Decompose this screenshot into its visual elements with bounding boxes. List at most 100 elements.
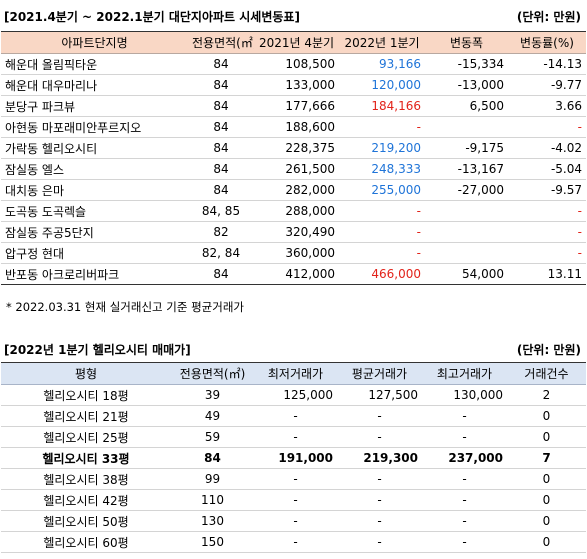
trade-count-cell: 2 xyxy=(507,384,586,406)
change-rate-cell: - xyxy=(508,116,586,138)
area-cell: 130 xyxy=(171,510,254,532)
area-cell: 39 xyxy=(171,384,254,406)
pyeong-cell: 헬리오시티 60평 xyxy=(1,531,171,553)
min-price-cell: - xyxy=(254,489,337,511)
q1-price-cell: 248,333 xyxy=(339,158,425,180)
avg-price-cell: - xyxy=(337,405,422,427)
header-area: 전용면적(㎡) xyxy=(188,31,254,54)
apartment-cell: 잠실동 주공5단지 xyxy=(1,221,188,243)
trade-count-cell: 0 xyxy=(507,510,586,532)
min-price-cell: - xyxy=(254,426,337,448)
area-cell: 84 xyxy=(188,53,254,75)
table-row: 아현동 마포래미안푸르지오 84 188,600- - xyxy=(1,116,586,138)
q4-price-cell: 412,000 xyxy=(254,263,339,285)
change-cell xyxy=(425,242,508,264)
area-cell: 84 xyxy=(188,158,254,180)
header-max-price: 최고거래가 xyxy=(422,362,507,385)
header-change-rate: 변동률(%) xyxy=(508,31,586,54)
header-min-price: 최저거래가 xyxy=(254,362,337,385)
change-cell: -9,175 xyxy=(425,137,508,159)
change-rate-cell: -14.13 xyxy=(508,53,586,75)
area-cell: 84 xyxy=(188,137,254,159)
change-rate-cell: -4.02 xyxy=(508,137,586,159)
q1-price-cell: 120,000 xyxy=(339,74,425,96)
table-row: 도곡동 도곡렉슬 84, 85 288,000- - xyxy=(1,200,586,222)
header-area: 전용면적(㎡) xyxy=(171,362,254,385)
table-row: 헬리오시티 60평 150- - -0 xyxy=(1,531,586,553)
table-row: 헬리오시티 25평 59- - -0 xyxy=(1,426,586,448)
table-row: 헬리오시티 18평 39 125,000 127,500 130,000 2 xyxy=(1,384,586,406)
max-price-cell: - xyxy=(422,531,507,553)
table-row: 헬리오시티 38평 99- - -0 xyxy=(1,468,586,490)
change-rate-cell: 13.11 xyxy=(508,263,586,285)
area-cell: 84 xyxy=(188,179,254,201)
change-rate-cell: -9.77 xyxy=(508,74,586,96)
area-cell: 99 xyxy=(171,468,254,490)
q1-price-cell: 184,166 xyxy=(339,95,425,117)
area-cell: 84 xyxy=(188,74,254,96)
area-cell: 84 xyxy=(171,447,254,469)
table-row: 헬리오시티 42평 110- - -0 xyxy=(1,489,586,511)
price-change-table: 아파트단지명 전용면적(㎡) 2021년 4분기 2022년 1분기 변동폭 변… xyxy=(1,31,586,285)
table-row: 압구정 현대 82, 84 360,000- - xyxy=(1,242,586,264)
max-price-cell: - xyxy=(422,468,507,490)
avg-price-cell: - xyxy=(337,531,422,553)
section2-title: [2022년 1분기 헬리오시티 매매가] xyxy=(4,343,191,357)
change-rate-cell: -5.04 xyxy=(508,158,586,180)
change-rate-cell: - xyxy=(508,221,586,243)
avg-price-cell: - xyxy=(337,468,422,490)
min-price-cell: - xyxy=(254,531,337,553)
section2-unit: (단위: 만원) xyxy=(516,343,581,357)
avg-price-cell: 219,300 xyxy=(337,447,422,469)
table-row: 대치동 은마 84 282,000 255,000 -27,000 -9.57 xyxy=(1,179,586,201)
header-change: 변동폭 xyxy=(425,31,508,54)
pyeong-cell: 헬리오시티 25평 xyxy=(1,426,171,448)
avg-price-cell: - xyxy=(337,510,422,532)
q4-price-cell: 282,000 xyxy=(254,179,339,201)
q4-price-cell: 320,490 xyxy=(254,221,339,243)
section1-unit: (단위: 만원) xyxy=(516,10,581,24)
header-pyeong: 평형 xyxy=(1,362,171,385)
area-cell: 84 xyxy=(188,116,254,138)
change-rate-cell: -9.57 xyxy=(508,179,586,201)
pyeong-cell: 헬리오시티 18평 xyxy=(1,384,171,406)
change-cell xyxy=(425,200,508,222)
pyeong-cell: 헬리오시티 42평 xyxy=(1,489,171,511)
q1-price-cell: - xyxy=(339,116,425,138)
max-price-cell: 237,000 xyxy=(422,447,507,469)
area-cell: 84 xyxy=(188,95,254,117)
avg-price-cell: - xyxy=(337,489,422,511)
q4-price-cell: 288,000 xyxy=(254,200,339,222)
pyeong-cell: 헬리오시티 33평 xyxy=(1,447,171,469)
min-price-cell: - xyxy=(254,510,337,532)
change-cell: 54,000 xyxy=(425,263,508,285)
q1-price-cell: 93,166 xyxy=(339,53,425,75)
q1-price-cell: - xyxy=(339,200,425,222)
avg-price-cell: - xyxy=(337,426,422,448)
table-row: 헬리오시티 50평 130- - -0 xyxy=(1,510,586,532)
q4-price-cell: 108,500 xyxy=(254,53,339,75)
apartment-cell: 압구정 현대 xyxy=(1,242,188,264)
trade-count-cell: 0 xyxy=(507,405,586,427)
table-row: 잠실동 엘스 84 261,500 248,333 -13,167 -5.04 xyxy=(1,158,586,180)
change-cell: -27,000 xyxy=(425,179,508,201)
q1-price-cell: 219,200 xyxy=(339,137,425,159)
change-rate-cell: 3.66 xyxy=(508,95,586,117)
trade-count-cell: 7 xyxy=(507,447,586,469)
min-price-cell: - xyxy=(254,468,337,490)
area-cell: 82 xyxy=(188,221,254,243)
table-row: 헬리오시티 33평 84 191,000 219,300 237,000 7 xyxy=(1,447,586,469)
header-2022q1: 2022년 1분기 xyxy=(339,31,425,54)
q1-price-cell: 466,000 xyxy=(339,263,425,285)
trade-count-cell: 0 xyxy=(507,468,586,490)
q4-price-cell: 228,375 xyxy=(254,137,339,159)
min-price-cell: 125,000 xyxy=(254,384,337,406)
table-row: 잠실동 주공5단지 82 320,490- - xyxy=(1,221,586,243)
max-price-cell: 130,000 xyxy=(422,384,507,406)
area-cell: 49 xyxy=(171,405,254,427)
max-price-cell: - xyxy=(422,405,507,427)
header-trade-count: 거래건수 xyxy=(507,362,586,385)
helio-header-row: 평형 전용면적(㎡) 최저거래가 평균거래가 최고거래가 거래건수 xyxy=(1,362,586,385)
apartment-cell: 해운대 올림픽타운 xyxy=(1,53,188,75)
change-cell: 6,500 xyxy=(425,95,508,117)
